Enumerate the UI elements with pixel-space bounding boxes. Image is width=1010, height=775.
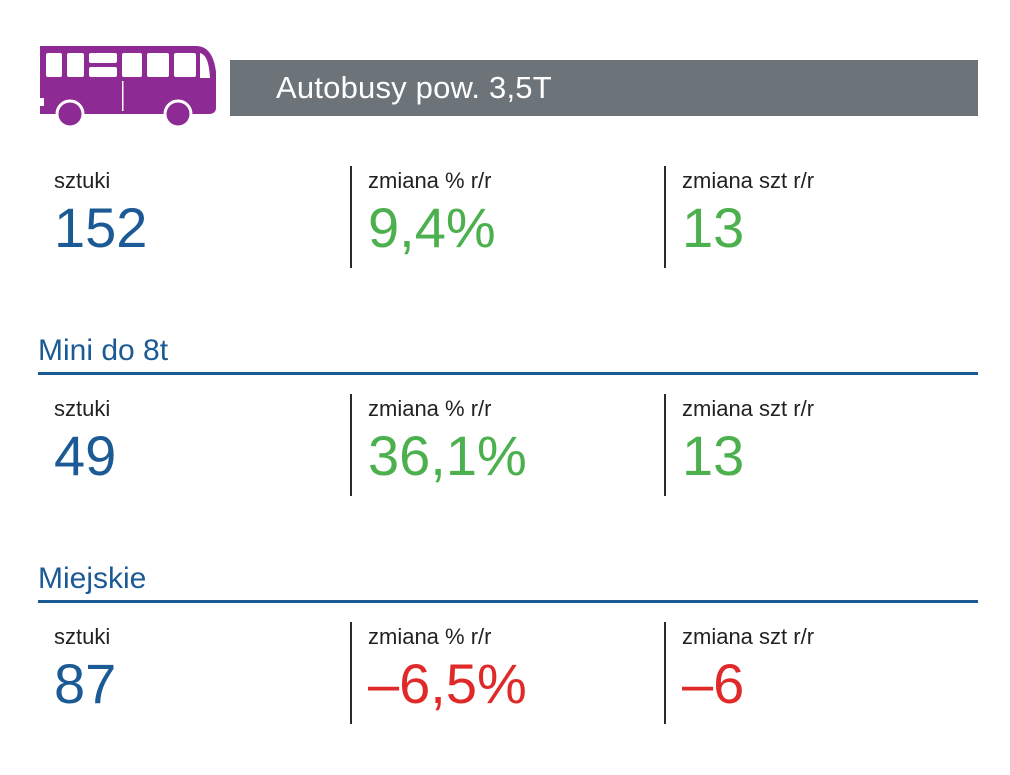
stat-label: sztuki: [54, 396, 111, 421]
stat-value: 13: [682, 424, 745, 487]
stat-label: zmiana szt r/r: [682, 168, 815, 193]
stat-value: –6,5%: [368, 652, 527, 715]
stat-units: sztuki 87: [38, 622, 350, 724]
page-title: Autobusy pow. 3,5T: [276, 70, 552, 105]
stat-value: 87: [54, 652, 117, 715]
stat-abs-change: zmiana szt r/r –6: [664, 622, 978, 724]
title-bar: Autobusy pow. 3,5T: [230, 60, 978, 116]
stat-pct-change: zmiana % r/r 9,4%: [350, 166, 664, 268]
stat-label: zmiana szt r/r: [682, 624, 815, 649]
stats-row-total: sztuki 152 zmiana % r/r 9,4% zmiana szt …: [0, 166, 1010, 268]
stat-value: 49: [54, 424, 117, 487]
stat-label: zmiana % r/r: [368, 624, 492, 649]
stat-units: sztuki 49: [38, 394, 350, 496]
stat-value: 9,4%: [368, 196, 496, 259]
stat-label: zmiana % r/r: [368, 168, 492, 193]
stat-value: 152: [54, 196, 148, 259]
stat-value: –6: [682, 652, 745, 715]
stat-pct-change: zmiana % r/r –6,5%: [350, 622, 664, 724]
stat-label: sztuki: [54, 624, 111, 649]
header: Autobusy pow. 3,5T: [0, 0, 1010, 140]
stats-row-city: sztuki 87 zmiana % r/r –6,5% zmiana szt …: [0, 622, 1010, 724]
stat-units: sztuki 152: [38, 166, 350, 268]
stat-label: sztuki: [54, 168, 111, 193]
section-title: Mini do 8t: [38, 334, 169, 367]
stat-value: 13: [682, 196, 745, 259]
section-divider: [38, 600, 978, 603]
section-title: Miejskie: [38, 562, 147, 595]
stat-label: zmiana % r/r: [368, 396, 492, 421]
stat-abs-change: zmiana szt r/r 13: [664, 394, 978, 496]
stat-value: 36,1%: [368, 424, 527, 487]
stat-pct-change: zmiana % r/r 36,1%: [350, 394, 664, 496]
stat-abs-change: zmiana szt r/r 13: [664, 166, 978, 268]
section-divider: [38, 372, 978, 375]
stat-label: zmiana szt r/r: [682, 396, 815, 421]
bus-icon: [38, 46, 216, 128]
stats-row-mini: sztuki 49 zmiana % r/r 36,1% zmiana szt …: [0, 394, 1010, 496]
